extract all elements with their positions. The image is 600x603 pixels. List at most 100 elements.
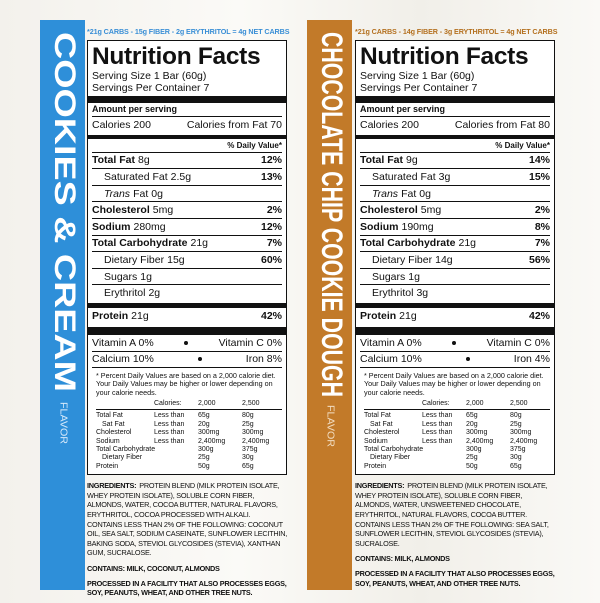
- flavor-label: FLAVOR: [57, 402, 68, 444]
- vitamin: Calcium 10%: [92, 353, 154, 366]
- dv-cell: Less than: [154, 437, 185, 445]
- dv-cell: Sat Fat: [102, 420, 125, 428]
- nutrient: Sugars 1g: [92, 271, 155, 283]
- nutrient-row: Dietary Fiber 15g 60%: [92, 251, 282, 268]
- nutrient: Sodium 190mg: [360, 221, 437, 233]
- serving-size: Serving Size 1 Bar (60g): [92, 70, 207, 82]
- nutrient: Protein 21g: [92, 310, 152, 322]
- footnote: * Percent Daily Values are based on a 2,…: [92, 366, 282, 401]
- nutrient-name: Fat: [401, 187, 417, 200]
- nutrient-amount: 1g: [140, 270, 152, 283]
- nutrient: Total Carbohydrate 21g: [92, 237, 211, 249]
- nutrient: Erythritol 2g: [92, 287, 163, 299]
- dv-cell: Less than: [422, 412, 453, 420]
- dv-table: Calories: 2,000 2,500 Total Fat Less than 65g…: [360, 400, 550, 471]
- nutrition-panel: *21g CARBS - 15g FIBER - 2g ERYTHRITOL =…: [87, 24, 290, 603]
- dv-cell: Protein: [96, 462, 119, 470]
- nutrient-amount: 14g: [435, 253, 453, 266]
- nutrient-name: Total Carbohydrate: [92, 237, 188, 250]
- nutrient: Cholesterol 5mg: [360, 204, 444, 216]
- daily-value: 2%: [266, 204, 282, 217]
- dv-cell: Dietary Fiber: [370, 454, 411, 462]
- nutrient-row: Total Fat 8g 12%: [92, 151, 282, 169]
- net-carbs: *21g CARBS - 15g FIBER - 2g ERYTHRITOL =…: [87, 27, 290, 36]
- dv-cell: Sodium: [96, 437, 120, 445]
- ingredients-label: INGREDIENTS:: [87, 481, 137, 491]
- nutrient-name: Sodium: [360, 220, 399, 233]
- nutrient-name: Total Fat: [92, 154, 135, 167]
- nutrient-name: Fat: [133, 187, 149, 200]
- nutrient-name: Dietary Fiber: [372, 253, 433, 266]
- nutrition-panel: *21g CARBS - 14g FIBER - 3g ERYTHRITOL =…: [355, 24, 558, 593]
- dv-cell: Total Carbohydrate: [364, 446, 424, 454]
- vitamin-row: Calcium 10% Iron 4%: [360, 350, 550, 367]
- rule: [88, 302, 286, 308]
- nutrient-row: Erythritol 3g: [360, 284, 550, 301]
- nutrient-amount: 21g: [131, 310, 149, 323]
- nutrient-amount: 280mg: [133, 220, 166, 233]
- nutrient: Total Carbohydrate 21g: [360, 237, 479, 249]
- dv-header-cell: Calories:: [422, 400, 466, 411]
- ingredients: INGREDIENTS: PROTEIN BLEND (MILK PROTEIN …: [355, 481, 555, 548]
- facility: PROCESSED IN A FACILITY THAT ALSO PROCES…: [355, 569, 555, 588]
- bullet: [197, 357, 202, 362]
- dv-cell: Dietary Fiber: [102, 454, 143, 462]
- dv-table: Calories: 2,000 2,500 Total Fat Less than 65g…: [92, 400, 282, 471]
- dv-cell: Sat Fat: [370, 420, 393, 428]
- nutrient-name: Saturated Fat: [372, 170, 436, 183]
- nutrient-row: Protein 21g 42%: [360, 308, 550, 325]
- daily-value: 42%: [528, 310, 550, 323]
- nutrient-row: Protein 21g 42%: [92, 308, 282, 325]
- dv-cell: [154, 454, 198, 462]
- dv-header-cell: Calories:: [154, 400, 198, 411]
- dv-cell: Cholesterol: [96, 429, 132, 437]
- daily-value: 8%: [534, 220, 550, 233]
- nutrient: Total Fat 9g: [360, 154, 421, 166]
- nutrient-amount: 1g: [408, 270, 420, 283]
- vitamin-row: Vitamin A 0% Vitamin C 0%: [360, 335, 550, 351]
- nutrient-amount: 5mg: [420, 204, 442, 217]
- dv-cell: 25g: [242, 420, 254, 428]
- nutrient-row: Saturated Fat 3g 15%: [360, 168, 550, 185]
- nutrient-row: Erythritol 2g: [92, 284, 282, 301]
- facts-title: Nutrition Facts: [360, 43, 529, 70]
- nutrient: Saturated Fat 3g: [360, 171, 453, 183]
- calories-row: Calories 200 Calories from Fat 80: [360, 116, 550, 133]
- dv-cell: 50g: [198, 462, 210, 470]
- dv-cell: 65g: [242, 462, 254, 470]
- dv-cell: 20g: [466, 420, 478, 428]
- footnote: * Percent Daily Values are based on a 2,…: [360, 366, 550, 401]
- servings: Servings Per Container 7: [92, 81, 210, 94]
- nutrient-name: Cholesterol: [92, 204, 150, 217]
- nutrient-row: Trans Fat 0g: [360, 184, 550, 202]
- nutrient-amount: 3g: [438, 170, 451, 183]
- contains: CONTAINS: MILK, COCONUT, ALMONDS: [87, 564, 220, 574]
- nutrient-row: Trans Fat 0g: [92, 184, 282, 202]
- dv-header-cell: 2,500: [242, 400, 282, 411]
- daily-value: 2%: [534, 204, 550, 217]
- daily-value: 56%: [528, 253, 550, 266]
- dv-cell: [154, 463, 198, 471]
- dv-cell: Less than: [422, 429, 453, 437]
- rule: [356, 96, 554, 103]
- vitamin-row: Vitamin A 0% Vitamin C 0%: [92, 335, 282, 351]
- amount-per-serving: Amount per serving: [360, 104, 446, 114]
- facts-title: Nutrition Facts: [92, 43, 261, 70]
- dv-header-cell: 2,000: [466, 400, 510, 411]
- nutrient-amount: 2g: [148, 287, 161, 300]
- dv-cell: 300mg: [510, 429, 532, 437]
- ingredients-label: INGREDIENTS:: [355, 481, 405, 491]
- dv-cell: 300g: [466, 446, 482, 454]
- dv-cell: 2,400mg: [198, 437, 226, 445]
- serving-size: Serving Size 1 Bar (60g): [360, 70, 475, 82]
- nutrient-amount: 8g: [137, 154, 150, 167]
- dv-header-row: % Daily Value*: [360, 139, 550, 152]
- nutrient-name: Dietary Fiber: [104, 253, 165, 266]
- dv-cell: 25g: [510, 420, 522, 428]
- vitamin: Iron 8%: [245, 353, 282, 366]
- dv-cell: Less than: [154, 412, 185, 420]
- facility: PROCESSED IN A FACILITY THAT ALSO PROCES…: [87, 578, 287, 598]
- calories-from-fat: Calories from Fat 80: [454, 118, 550, 131]
- dv-cell: 80g: [510, 412, 522, 420]
- dv-cell: 65g: [510, 462, 522, 470]
